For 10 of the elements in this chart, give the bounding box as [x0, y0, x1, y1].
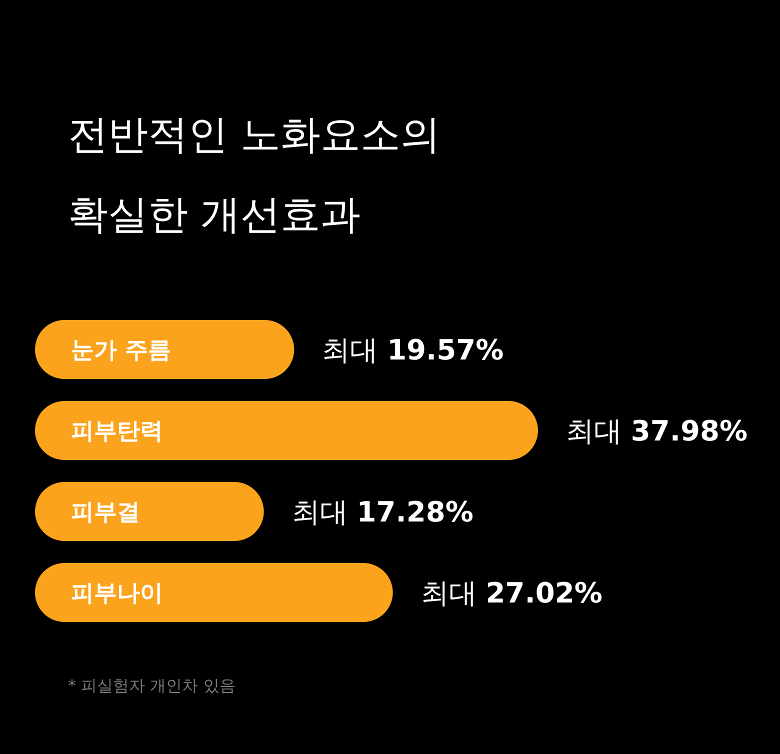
y-tick-label: 피부탄력: [71, 418, 163, 444]
y-tick-label: 피부나이: [71, 580, 163, 606]
y-tick-label: 눈가 주름: [71, 338, 172, 364]
data-label: 최대 27.02%: [420, 576, 602, 610]
y-tick-label: 피부결: [71, 500, 140, 526]
annotations: * 피실험자 개인차 있음: [68, 676, 236, 695]
data-label: 최대 19.57%: [322, 334, 504, 366]
title: 전반적인 노화요소의 확실한 개선효과: [68, 112, 441, 238]
data-label: 최대 17.28%: [292, 496, 474, 528]
data-label: 최대 37.98%: [566, 414, 748, 448]
